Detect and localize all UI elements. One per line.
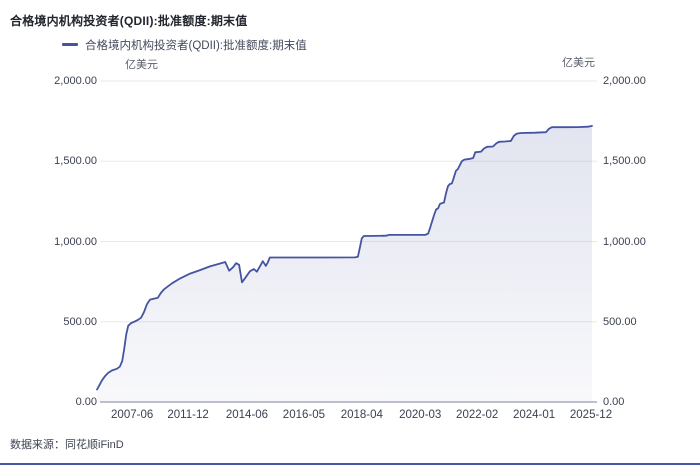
y-tick-label-right: 1,000.00 <box>603 235 646 248</box>
x-tick-label: 2020-03 <box>399 409 442 421</box>
x-tick-label: 2011-12 <box>167 409 209 421</box>
series-area-fill <box>97 125 592 403</box>
y-axis-unit-right: 亿美元 <box>562 57 595 69</box>
data-source: 数据来源：同花顺iFinD <box>10 439 124 451</box>
legend[interactable]: 合格境内机构投资者(QDII):批准额度:期末值 <box>62 37 307 52</box>
legend-label: 合格境内机构投资者(QDII):批准额度:期末值 <box>85 39 307 52</box>
y-tick-label-left: 1,500.00 <box>54 155 97 168</box>
x-tick-label: 2024-01 <box>512 409 556 421</box>
page-title: 合格境内机构投资者(QDII):批准额度:期末值 <box>10 14 248 28</box>
series-line[interactable] <box>96 125 593 391</box>
y-tick-label-right: 1,500.00 <box>603 155 646 168</box>
y-tick-label-right: 0.00 <box>603 396 625 408</box>
x-tick-label: 2007-06 <box>111 409 154 421</box>
x-tick-label: 2025-12 <box>569 409 613 421</box>
y-tick-label-left: 2,000.00 <box>54 75 97 87</box>
y-tick-label-right: 2,000.00 <box>603 75 646 87</box>
y-tick-label-right: 500.00 <box>603 315 637 328</box>
y-axis-unit-left: 亿美元 <box>125 59 158 71</box>
y-tick-label-left: 1,000.00 <box>54 235 97 248</box>
bottom-accent-line <box>0 463 700 465</box>
legend-line-marker <box>62 43 78 46</box>
x-tick-label: 2016-05 <box>282 409 326 421</box>
x-tick-label: 2014-06 <box>225 409 269 421</box>
y-tick-label-left: 500.00 <box>63 315 97 328</box>
x-tick-label: 2018-04 <box>340 409 383 421</box>
x-tick-label: 2022-02 <box>456 409 499 421</box>
y-tick-label-left: 0.00 <box>75 396 97 408</box>
